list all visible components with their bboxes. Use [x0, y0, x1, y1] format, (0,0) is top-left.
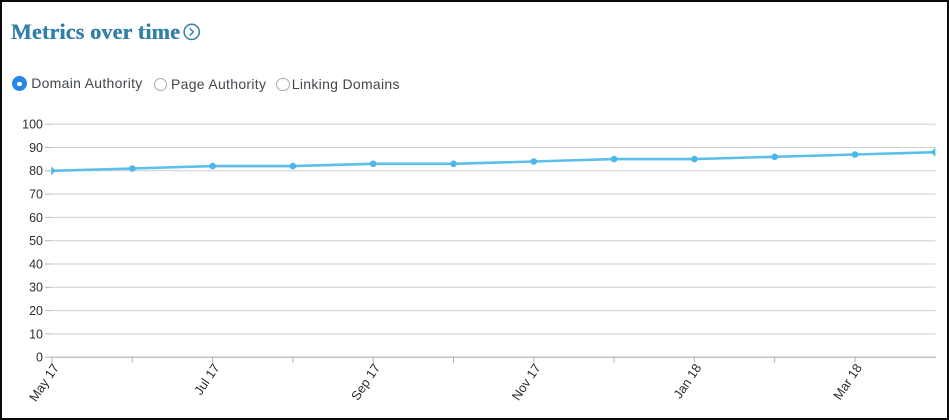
svg-text:60: 60 [29, 211, 43, 225]
svg-text:Sep 17: Sep 17 [348, 361, 383, 403]
svg-text:20: 20 [29, 304, 43, 318]
svg-text:Nov 17: Nov 17 [509, 361, 544, 403]
svg-text:10: 10 [29, 327, 43, 341]
svg-text:100: 100 [22, 118, 43, 132]
svg-text:80: 80 [29, 164, 43, 178]
svg-text:0: 0 [36, 351, 43, 365]
svg-text:90: 90 [29, 141, 43, 155]
svg-text:May 17: May 17 [26, 361, 62, 404]
svg-text:40: 40 [29, 257, 43, 271]
svg-text:Jul 17: Jul 17 [191, 361, 223, 398]
svg-text:Jan 18: Jan 18 [670, 361, 704, 401]
svg-text:70: 70 [29, 188, 43, 202]
svg-text:30: 30 [29, 281, 43, 295]
svg-text:50: 50 [29, 234, 43, 248]
svg-text:Mar 18: Mar 18 [830, 361, 865, 403]
